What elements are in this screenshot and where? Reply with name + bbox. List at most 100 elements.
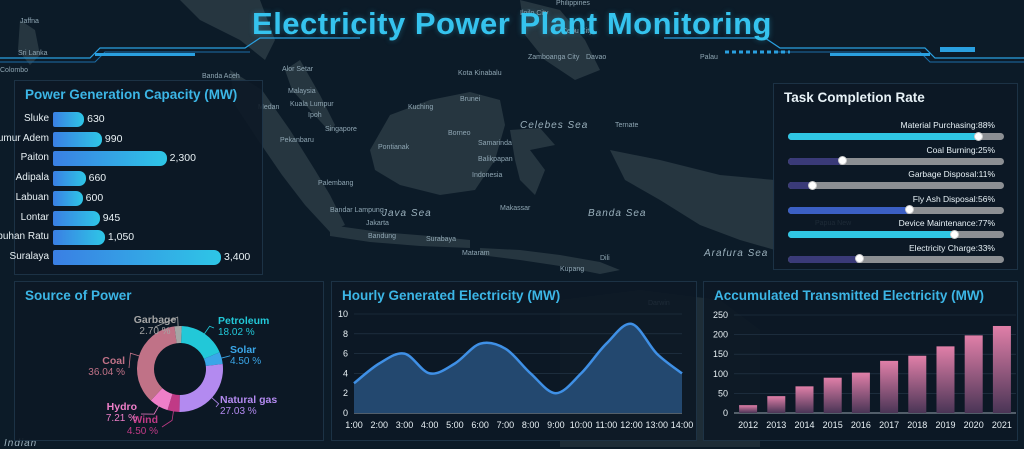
accum-bar[interactable] bbox=[964, 335, 983, 413]
capacity-bar-label: Sluke bbox=[23, 113, 49, 124]
accum-bar[interactable] bbox=[739, 405, 758, 413]
task-panel: Task Completion Rate Material Purchasing… bbox=[773, 83, 1018, 270]
task-progress-handle[interactable] bbox=[904, 205, 914, 214]
donut-label-name: Petroleum bbox=[218, 315, 269, 327]
hourly-x-tick: 6:00 bbox=[471, 420, 489, 430]
accum-bar[interactable] bbox=[880, 360, 899, 413]
donut-slice[interactable] bbox=[181, 326, 220, 359]
donut-label-value: 2.70 % bbox=[139, 326, 170, 337]
task-progress-handle[interactable] bbox=[974, 131, 984, 141]
capacity-bar-value: 990 bbox=[104, 132, 123, 145]
accum-x-tick: 2016 bbox=[851, 420, 871, 430]
task-progress-handle[interactable] bbox=[807, 180, 817, 190]
accum-bar[interactable] bbox=[795, 386, 814, 413]
hourly-x-tick: 14:00 bbox=[671, 420, 694, 430]
hourly-y-tick: 2 bbox=[343, 388, 348, 398]
hourly-x-tick: 10:00 bbox=[570, 420, 593, 430]
map-label: Bandar Lampung bbox=[330, 207, 384, 214]
capacity-bar-value: 2,300 bbox=[169, 152, 196, 165]
source-title: Source of Power bbox=[25, 288, 132, 303]
donut-slice[interactable] bbox=[137, 326, 177, 401]
land-mass-borneo bbox=[370, 92, 505, 195]
task-progress-fill bbox=[788, 133, 979, 140]
map-label: Makassar bbox=[500, 205, 531, 212]
capacity-row: Sluke 630 bbox=[15, 111, 270, 127]
accum-y-tick: 150 bbox=[713, 349, 728, 359]
donut-label-value: 4.50 % bbox=[127, 426, 158, 437]
donut-slice[interactable] bbox=[203, 352, 223, 366]
donut-leader-line bbox=[154, 316, 179, 328]
hourly-x-tick: 1:00 bbox=[345, 420, 363, 430]
map-label: Malaysia bbox=[288, 88, 316, 95]
donut-label-name: Coal bbox=[102, 355, 125, 367]
capacity-bar bbox=[53, 151, 167, 167]
task-progress-fill bbox=[788, 255, 860, 263]
map-label: Surabaya bbox=[426, 236, 456, 243]
header-line-left bbox=[0, 37, 360, 59]
donut-leader-line bbox=[211, 397, 220, 408]
capacity-bar-label: Pelabuhan Ratu bbox=[0, 231, 49, 243]
task-label: Fly Ash Disposal:56% bbox=[912, 193, 995, 204]
hourly-x-tick: 5:00 bbox=[446, 420, 464, 430]
map-label: Pekanbaru bbox=[280, 137, 314, 144]
header-tab-right bbox=[940, 47, 975, 52]
hourly-x-tick: 13:00 bbox=[646, 420, 669, 430]
donut-leader-line bbox=[204, 325, 215, 334]
map-label: Singapore bbox=[325, 126, 357, 133]
map-label: Cebu City bbox=[562, 28, 593, 35]
accum-y-tick: 100 bbox=[713, 369, 728, 379]
task-label: Coal Burning:25% bbox=[926, 144, 995, 155]
header-line-right-2 bbox=[775, 51, 1024, 63]
capacity-title: Power Generation Capacity (MW) bbox=[25, 87, 238, 102]
accum-bar[interactable] bbox=[851, 372, 870, 413]
capacity-bar bbox=[53, 112, 85, 127]
donut-slice[interactable] bbox=[167, 393, 180, 412]
hourly-x-tick: 7:00 bbox=[497, 420, 515, 430]
donut-slice[interactable] bbox=[150, 388, 173, 411]
capacity-row: Labuan 600 bbox=[15, 190, 270, 206]
accum-y-tick: 250 bbox=[713, 310, 728, 320]
task-progress-handle[interactable] bbox=[838, 156, 847, 165]
task-progress-fill bbox=[788, 182, 812, 189]
hourly-y-tick: 8 bbox=[343, 329, 348, 339]
capacity-bar-value: 945 bbox=[102, 211, 121, 224]
accum-bar[interactable] bbox=[767, 396, 786, 413]
map-label: Banda Sea bbox=[588, 208, 647, 219]
accum-bar[interactable] bbox=[992, 325, 1011, 413]
accum-bar[interactable] bbox=[823, 377, 842, 413]
task-progress-track bbox=[788, 254, 1004, 263]
task-label: Garbage Disposal:11% bbox=[908, 169, 995, 179]
map-label: Indonesia bbox=[472, 172, 503, 179]
capacity-row: Pelabuhan Ratu 1,050 bbox=[0, 229, 270, 246]
task-progress-handle[interactable] bbox=[950, 229, 960, 239]
task-progress-track bbox=[788, 180, 1004, 190]
capacity-bar bbox=[53, 249, 221, 265]
hourly-x-tick: 12:00 bbox=[620, 420, 643, 430]
accum-bar[interactable] bbox=[936, 346, 955, 413]
task-progress-handle[interactable] bbox=[855, 254, 865, 263]
map-label: Kuala Lumpur bbox=[290, 101, 334, 108]
map-label: Ternate bbox=[615, 122, 639, 129]
capacity-bar-value: 1,050 bbox=[107, 231, 135, 244]
map-label: Alor Setar bbox=[282, 66, 314, 73]
donut-label-name: Garbage bbox=[134, 314, 177, 326]
accum-y-tick: 200 bbox=[713, 330, 728, 340]
donut-slice[interactable] bbox=[179, 364, 223, 412]
hourly-x-tick: 4:00 bbox=[421, 420, 439, 430]
accum-x-tick: 2020 bbox=[964, 420, 984, 430]
capacity-panel: Power Generation Capacity (MW) Sluke 630 S… bbox=[0, 80, 263, 275]
accum-y-tick: 50 bbox=[718, 388, 728, 398]
map-label: Davao bbox=[586, 54, 607, 61]
map-label: Palembang bbox=[318, 180, 354, 187]
map-label: Bandung bbox=[368, 233, 397, 240]
capacity-bar bbox=[53, 230, 105, 246]
accum-bar[interactable] bbox=[908, 355, 927, 413]
capacity-row: Suralaya 3,400 bbox=[10, 249, 270, 265]
capacity-bar bbox=[53, 171, 86, 187]
donut-slice[interactable] bbox=[174, 326, 182, 344]
map-label: Palau bbox=[700, 54, 718, 61]
capacity-row: Sumur Adem 990 bbox=[0, 131, 270, 147]
donut-leader-line bbox=[128, 352, 140, 369]
capacity-bar-label: Sumur Adem bbox=[0, 132, 49, 144]
